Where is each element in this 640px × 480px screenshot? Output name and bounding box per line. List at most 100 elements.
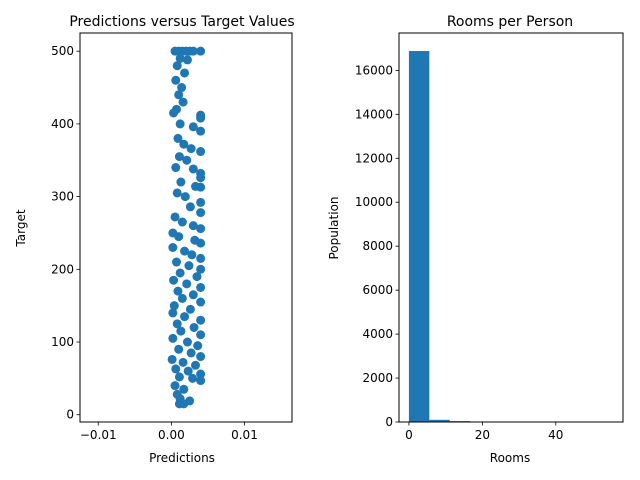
scatter-point	[187, 250, 197, 260]
scatter-point	[182, 155, 192, 165]
scatter-point	[196, 282, 206, 292]
scatter-point	[196, 330, 206, 340]
scatter-point	[196, 197, 206, 207]
histogram-y-tick-label: 16000	[355, 63, 393, 77]
scatter-point	[189, 322, 199, 332]
scatter-point	[174, 372, 184, 382]
scatter-title: Predictions versus Target Values	[69, 14, 294, 30]
histogram-x-axis-label: Rooms	[490, 451, 530, 465]
scatter-point	[196, 113, 206, 123]
scatter-point	[193, 341, 203, 351]
scatter-y-axis-label: Target	[14, 209, 28, 247]
histogram-x-ticks: 0 20 40	[405, 422, 563, 442]
scatter-point	[176, 326, 186, 336]
scatter-x-tick-label: 0.01	[231, 428, 258, 442]
scatter-point	[196, 253, 206, 263]
scatter-point	[188, 373, 198, 383]
scatter-y-tick-label: 200	[51, 262, 74, 276]
scatter-point	[180, 246, 190, 256]
scatter-point	[177, 83, 187, 93]
scatter-point	[178, 357, 188, 367]
scatter-point	[175, 268, 185, 278]
histogram-x-tick-label: 0	[405, 428, 413, 442]
scatter-point	[182, 279, 192, 289]
scatter-point	[196, 238, 206, 248]
scatter-point	[196, 147, 206, 157]
scatter-point	[179, 139, 189, 149]
scatter-point	[167, 354, 177, 364]
scatter-point	[175, 53, 185, 63]
scatter-y-tick-label: 0	[66, 408, 74, 422]
scatter-point	[174, 232, 184, 242]
histogram-axes-frame	[398, 32, 624, 423]
scatter-point	[196, 173, 206, 183]
scatter-point	[196, 182, 206, 192]
scatter-point	[177, 217, 187, 227]
scatter-point	[169, 301, 179, 311]
histogram-y-ticks: 0 2000 4000 6000 8000 10000 12000 14000 16000	[355, 63, 399, 429]
scatter-y-ticks: 0 100 200 300 400 500	[51, 44, 80, 422]
scatter-point	[173, 133, 183, 143]
scatter-point	[179, 384, 189, 394]
histogram-y-tick-label: 2000	[362, 371, 393, 385]
scatter-point	[180, 192, 190, 202]
scatter-point	[182, 337, 192, 347]
scatter-point	[174, 152, 184, 162]
histogram-y-tick-label: 6000	[362, 283, 393, 297]
scatter-point	[192, 272, 202, 282]
histogram-y-tick-label: 0	[385, 415, 393, 429]
scatter-y-tick-label: 100	[51, 335, 74, 349]
scatter-point	[196, 376, 206, 386]
scatter-point	[186, 348, 196, 358]
scatter-point	[186, 144, 196, 154]
scatter-point	[174, 90, 184, 100]
scatter-point	[196, 208, 206, 218]
scatter-point	[178, 97, 188, 107]
scatter-point	[185, 202, 195, 212]
scatter-points	[167, 46, 206, 409]
scatter-point	[169, 275, 179, 285]
scatter-point	[171, 163, 181, 173]
scatter-x-ticks: −0.01 0.00 0.01	[80, 422, 258, 442]
scatter-point	[188, 122, 198, 132]
scatter-point	[196, 369, 206, 379]
scatter-point	[182, 55, 192, 65]
scatter-subplot: Predictions versus Target Values −0.01 0.…	[14, 14, 295, 465]
scatter-point	[171, 364, 181, 374]
scatter-point	[196, 352, 206, 362]
scatter-point	[196, 315, 206, 325]
scatter-y-tick-label: 400	[51, 117, 74, 131]
scatter-point	[196, 297, 206, 307]
histogram-y-tick-label: 10000	[355, 195, 393, 209]
scatter-point	[188, 290, 198, 300]
scatter-point	[183, 366, 193, 376]
scatter-point	[188, 164, 198, 174]
scatter-point	[180, 68, 190, 78]
scatter-axes-frame	[79, 32, 293, 423]
scatter-y-tick-label: 500	[51, 44, 74, 58]
scatter-point	[188, 46, 198, 56]
scatter-point	[196, 46, 206, 56]
scatter-point	[168, 333, 178, 343]
scatter-point	[196, 224, 206, 234]
scatter-point	[172, 188, 182, 198]
scatter-point	[180, 312, 190, 322]
scatter-x-axis-label: Predictions	[149, 451, 215, 465]
scatter-point	[177, 293, 187, 303]
histogram-x-tick-label: 20	[475, 428, 490, 442]
scatter-point	[196, 264, 206, 274]
scatter-point	[188, 221, 198, 231]
histogram-bar	[429, 419, 450, 422]
scatter-point	[176, 177, 186, 187]
histogram-subplot: Rooms per Person 0 20 40 0 2000 4000 6000 8000…	[327, 14, 624, 465]
histogram-bar	[408, 51, 430, 423]
scatter-point	[169, 108, 179, 118]
scatter-point	[172, 319, 182, 329]
histogram-y-tick-label: 12000	[355, 151, 393, 165]
scatter-point	[168, 243, 178, 252]
scatter-point	[184, 261, 194, 271]
scatter-point	[179, 399, 189, 409]
scatter-point	[196, 126, 206, 136]
